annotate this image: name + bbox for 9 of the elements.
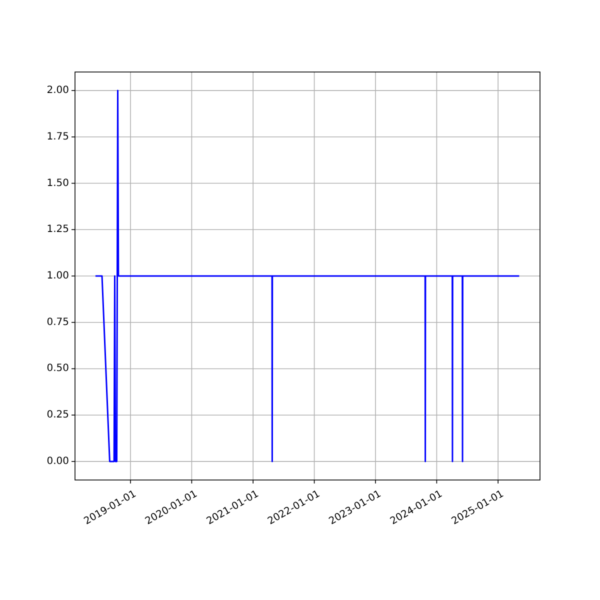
y-tick-label: 0.25 <box>46 410 69 421</box>
y-tick-label: 0.00 <box>46 456 69 467</box>
y-tick-label: 1.25 <box>46 224 69 236</box>
y-tick-label: 0.75 <box>46 316 69 328</box>
y-tick-label: 1.75 <box>46 131 69 142</box>
y-tick-label: 2.00 <box>46 85 69 96</box>
y-tick-label: 1.50 <box>46 178 69 189</box>
y-tick-label: 0.50 <box>46 363 69 374</box>
y-tick-label: 1.00 <box>46 270 69 282</box>
